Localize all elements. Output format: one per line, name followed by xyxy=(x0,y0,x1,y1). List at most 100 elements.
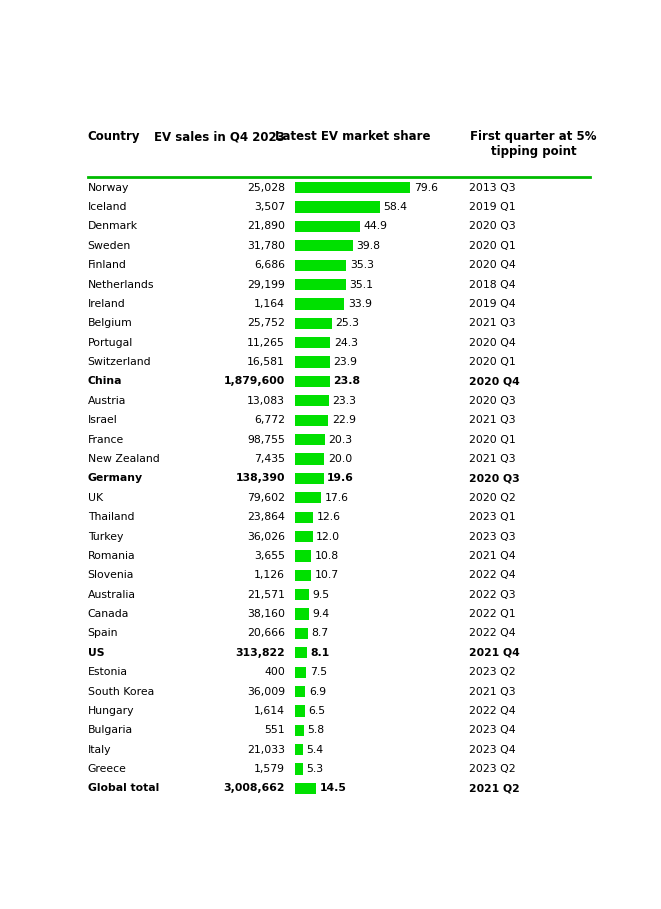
Text: 11,265: 11,265 xyxy=(247,338,285,348)
Text: 25,028: 25,028 xyxy=(247,183,285,193)
Text: 2013 Q3: 2013 Q3 xyxy=(469,183,516,193)
Bar xyxy=(295,356,330,368)
Bar xyxy=(295,589,309,600)
Bar xyxy=(295,744,303,755)
Text: 35.3: 35.3 xyxy=(350,260,374,270)
Text: UK: UK xyxy=(88,493,103,503)
Text: Netherlands: Netherlands xyxy=(88,280,154,290)
Text: Canada: Canada xyxy=(88,609,129,619)
Text: Slovenia: Slovenia xyxy=(88,570,134,580)
Text: 22.9: 22.9 xyxy=(332,415,356,425)
Text: 2023 Q4: 2023 Q4 xyxy=(469,744,516,754)
Text: 44.9: 44.9 xyxy=(364,222,388,232)
Text: 2022 Q4: 2022 Q4 xyxy=(469,628,516,638)
Text: 2021 Q4: 2021 Q4 xyxy=(469,648,520,658)
Text: Latest EV market share: Latest EV market share xyxy=(275,130,430,143)
Text: 551: 551 xyxy=(264,725,285,735)
Text: 24.3: 24.3 xyxy=(334,338,358,348)
Text: Austria: Austria xyxy=(88,395,126,405)
Text: 2022 Q4: 2022 Q4 xyxy=(469,706,516,716)
Text: 2020 Q3: 2020 Q3 xyxy=(469,395,516,405)
Text: 1,879,600: 1,879,600 xyxy=(223,376,285,386)
Text: 2019 Q1: 2019 Q1 xyxy=(469,202,516,212)
Text: 2023 Q2: 2023 Q2 xyxy=(469,764,516,774)
Text: Country: Country xyxy=(88,130,140,143)
Bar xyxy=(295,221,360,232)
Text: 39.8: 39.8 xyxy=(356,241,381,251)
Text: China: China xyxy=(88,376,122,386)
Text: 5.8: 5.8 xyxy=(307,725,325,735)
Bar xyxy=(295,570,311,581)
Text: 20.3: 20.3 xyxy=(329,435,352,445)
Bar xyxy=(295,454,324,464)
Bar xyxy=(295,415,329,425)
Text: First quarter at 5%
tipping point: First quarter at 5% tipping point xyxy=(470,130,597,158)
Text: 138,390: 138,390 xyxy=(235,474,285,484)
Text: US: US xyxy=(88,648,104,658)
Text: 2020 Q3: 2020 Q3 xyxy=(469,222,516,232)
Text: 58.4: 58.4 xyxy=(383,202,407,212)
Bar xyxy=(295,628,308,639)
Bar xyxy=(295,608,309,620)
Text: 7.5: 7.5 xyxy=(309,667,327,677)
Text: 2021 Q3: 2021 Q3 xyxy=(469,454,516,464)
Text: 2020 Q4: 2020 Q4 xyxy=(469,338,516,348)
Text: 2021 Q3: 2021 Q3 xyxy=(469,686,516,696)
Text: 79,602: 79,602 xyxy=(247,493,285,503)
Text: 35.1: 35.1 xyxy=(350,280,373,290)
Bar xyxy=(295,434,325,445)
Text: 12.0: 12.0 xyxy=(316,532,340,542)
Text: Israel: Israel xyxy=(88,415,118,425)
Text: 6.9: 6.9 xyxy=(309,686,326,696)
Text: Hungary: Hungary xyxy=(88,706,134,716)
Text: 2021 Q3: 2021 Q3 xyxy=(469,318,516,328)
Text: Ireland: Ireland xyxy=(88,299,126,309)
Text: 21,033: 21,033 xyxy=(247,744,285,754)
Text: 19.6: 19.6 xyxy=(327,474,354,484)
Text: Thailand: Thailand xyxy=(88,512,134,522)
Text: 25.3: 25.3 xyxy=(335,318,360,328)
Bar xyxy=(295,260,346,271)
Bar xyxy=(295,182,410,194)
Text: 3,507: 3,507 xyxy=(254,202,285,212)
Text: 23.3: 23.3 xyxy=(332,395,356,405)
Text: 5.4: 5.4 xyxy=(307,744,324,754)
Text: 3,008,662: 3,008,662 xyxy=(223,784,285,794)
Text: 31,780: 31,780 xyxy=(247,241,285,251)
Bar xyxy=(295,705,305,716)
Text: Spain: Spain xyxy=(88,628,118,638)
Text: 20.0: 20.0 xyxy=(328,454,352,464)
Text: 2022 Q3: 2022 Q3 xyxy=(469,590,516,600)
Text: 313,822: 313,822 xyxy=(235,648,285,658)
Text: 5.3: 5.3 xyxy=(307,764,324,774)
Text: 10.8: 10.8 xyxy=(315,551,338,561)
Bar xyxy=(295,298,344,310)
Text: 1,164: 1,164 xyxy=(254,299,285,309)
Text: New Zealand: New Zealand xyxy=(88,454,159,464)
Text: 2018 Q4: 2018 Q4 xyxy=(469,280,516,290)
Text: Denmark: Denmark xyxy=(88,222,138,232)
Text: 2020 Q1: 2020 Q1 xyxy=(469,241,516,251)
Text: 2020 Q3: 2020 Q3 xyxy=(469,474,520,484)
Text: 23.8: 23.8 xyxy=(333,376,360,386)
Text: Portugal: Portugal xyxy=(88,338,133,348)
Text: 2021 Q3: 2021 Q3 xyxy=(469,415,516,425)
Text: Italy: Italy xyxy=(88,744,111,754)
Bar xyxy=(295,317,332,329)
Bar xyxy=(295,647,307,658)
Text: Australia: Australia xyxy=(88,590,136,600)
Text: Norway: Norway xyxy=(88,183,129,193)
Bar xyxy=(295,492,321,504)
Text: 29,199: 29,199 xyxy=(247,280,285,290)
Text: EV sales in Q4 2023: EV sales in Q4 2023 xyxy=(154,130,285,143)
Bar xyxy=(295,666,306,678)
Text: Estonia: Estonia xyxy=(88,667,128,677)
Text: Turkey: Turkey xyxy=(88,532,123,542)
Text: 23,864: 23,864 xyxy=(247,512,285,522)
Bar xyxy=(295,240,353,252)
Text: 1,579: 1,579 xyxy=(254,764,285,774)
Text: 20,666: 20,666 xyxy=(247,628,285,638)
Text: 2022 Q4: 2022 Q4 xyxy=(469,570,516,580)
Text: 6,772: 6,772 xyxy=(254,415,285,425)
Bar xyxy=(295,473,324,484)
